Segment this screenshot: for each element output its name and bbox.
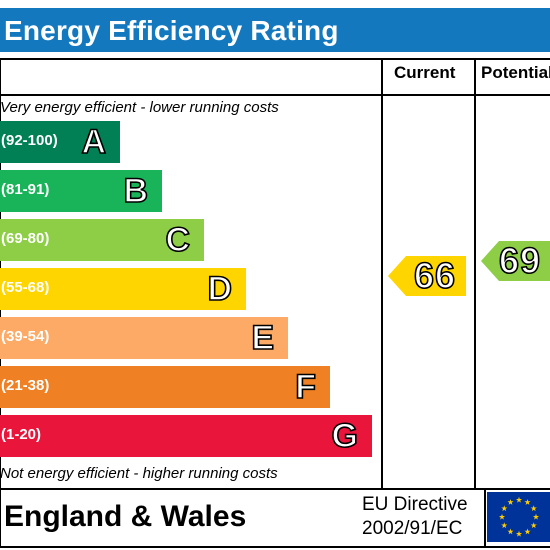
potential-column-divider — [474, 58, 476, 490]
band-a-letter: A — [81, 122, 107, 162]
band-b: (81-91) B — [0, 170, 162, 212]
band-c-letter: C — [165, 220, 191, 260]
frame-bottom-line — [0, 546, 550, 548]
eu-star-icon — [530, 522, 537, 529]
band-e-letter: E — [251, 318, 275, 358]
band-a: (92-100) A — [0, 121, 120, 163]
eu-flag-icon — [487, 492, 550, 542]
frame-footer-top-line — [0, 488, 550, 490]
potential-column-header-clip: Potential — [476, 60, 550, 94]
band-b-letter: B — [123, 171, 149, 211]
eu-star-icon — [501, 522, 508, 529]
current-column-divider — [381, 58, 383, 490]
frame-top-line — [0, 58, 550, 60]
eu-star-icon — [524, 528, 531, 535]
potential-rating-value: 69 — [498, 240, 542, 281]
band-b-range: (81-91) — [1, 181, 50, 198]
flag-divider — [484, 488, 486, 548]
directive-line-1: EU Directive — [362, 494, 468, 515]
eu-stars-icon — [498, 496, 540, 537]
eu-star-icon — [530, 505, 537, 512]
band-e: (39-54) E — [0, 317, 288, 359]
current-column-header: Current — [394, 63, 456, 82]
eu-star-icon — [524, 499, 531, 505]
band-f: (21-38) F — [0, 366, 330, 408]
potential-column-header: Potential — [481, 63, 550, 82]
eu-star-icon — [515, 496, 523, 503]
inefficient-note: Not energy efficient - higher running co… — [0, 465, 278, 482]
title-bar: Energy Efficiency Rating — [0, 8, 550, 52]
page-title: Energy Efficiency Rating — [4, 15, 339, 46]
band-g-letter: G — [331, 416, 359, 456]
frame-header-line — [0, 94, 550, 96]
band-e-range: (39-54) — [1, 328, 50, 345]
eu-star-icon — [501, 505, 508, 512]
band-d-letter: D — [207, 269, 233, 309]
band-g-range: (1-20) — [1, 426, 42, 443]
efficient-note: Very energy efficient - lower running co… — [0, 99, 279, 116]
eu-star-icon — [507, 499, 514, 505]
eu-star-icon — [515, 530, 523, 537]
current-rating-value: 66 — [413, 255, 457, 296]
eu-star-icon — [507, 528, 514, 535]
band-c: (69-80) C — [0, 219, 204, 261]
eu-star-icon — [532, 513, 540, 520]
band-a-range: (92-100) — [1, 132, 58, 149]
directive-line-2: 2002/91/EC — [362, 518, 463, 539]
band-d: (55-68) D — [0, 268, 246, 310]
band-d-range: (55-68) — [1, 279, 50, 296]
band-g: (1-20) G — [0, 415, 372, 457]
eu-star-icon — [498, 513, 506, 520]
band-f-letter: F — [294, 367, 316, 407]
potential-rating-arrow: 69 — [481, 241, 550, 281]
band-c-range: (69-80) — [1, 230, 50, 247]
band-f-range: (21-38) — [1, 377, 50, 394]
current-rating-arrow: 66 — [388, 256, 466, 296]
country-label: England & Wales — [4, 500, 247, 533]
